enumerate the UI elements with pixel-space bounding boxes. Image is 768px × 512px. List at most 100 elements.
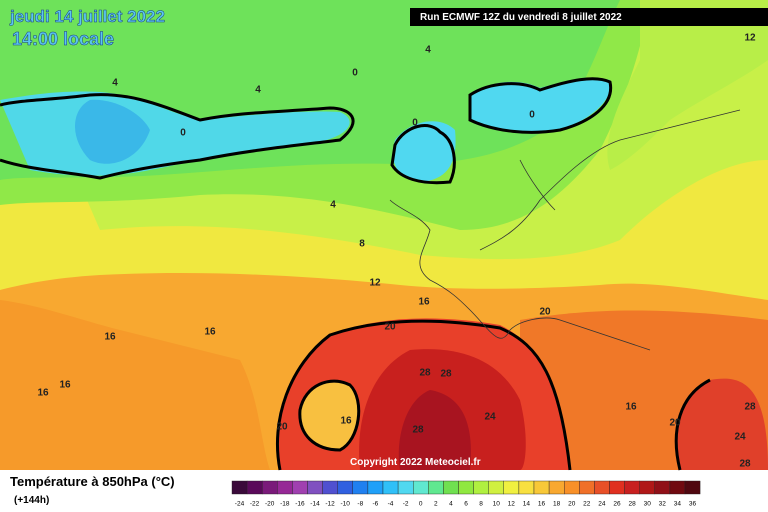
temperature-field (0, 0, 768, 470)
scale-swatch (367, 480, 384, 495)
contour-label: 16 (625, 402, 637, 413)
scale-swatch (624, 480, 640, 495)
contour-label: 20 (384, 322, 396, 333)
scale-label: 4 (449, 501, 453, 508)
scale-swatch (246, 480, 263, 495)
contour-label: 20 (539, 307, 551, 318)
run-info: Run ECMWF 12Z du vendredi 8 juillet 2022 (420, 12, 622, 23)
scale-label: 20 (568, 501, 576, 508)
date: jeudi 14 juillet 2022 (9, 7, 165, 26)
scale-swatch (684, 480, 701, 495)
legend-title: Température à 850hPa (°C) (10, 474, 175, 489)
scale-label: 26 (613, 501, 621, 508)
scale-swatch (337, 480, 354, 495)
scale-label: 8 (479, 501, 483, 508)
contour-label: 0 (412, 118, 418, 129)
scale-swatch (594, 480, 610, 495)
scale-swatch (262, 480, 278, 495)
scale-swatch (322, 480, 338, 495)
contour-label: 16 (204, 327, 216, 338)
color-scale: -24 -22 -20 -18 -16 -14 -12 -10 -8 -6 -4 -2 0 2 4 6 8 10 1… (231, 480, 701, 508)
scale-swatch (564, 480, 580, 495)
contour-label: 28 (412, 425, 424, 436)
contour-label: 16 (340, 416, 352, 427)
scale-swatch (654, 480, 671, 495)
scale-swatch (518, 480, 535, 495)
scale-label: -24 (235, 501, 245, 508)
scale-label: 18 (553, 501, 561, 508)
coastlines (389, 109, 741, 351)
scale-swatch (413, 480, 429, 495)
contour-label: 24 (484, 412, 496, 423)
contour-label: 28 (419, 368, 431, 379)
scale-swatch (307, 480, 323, 495)
scale-label: 22 (583, 501, 591, 508)
contour-label: 28 (744, 402, 756, 413)
contour-label: 28 (440, 369, 452, 380)
scale-label: 2 (434, 501, 438, 508)
scale-swatch (533, 480, 550, 495)
scale-label: 12 (508, 501, 516, 508)
run-banner (410, 8, 768, 26)
scale-label: -2 (403, 501, 409, 508)
contour-label: 24 (734, 432, 746, 443)
scale-label: 32 (659, 501, 667, 508)
contour-label: 20 (669, 418, 681, 429)
scale-label: -18 (280, 501, 290, 508)
contour-label: 12 (369, 278, 381, 289)
scale-label: 16 (538, 501, 546, 508)
scale-label: -8 (357, 501, 363, 508)
contour-label: 4 (330, 200, 336, 211)
scale-swatch (292, 480, 308, 495)
scale-swatch (231, 480, 248, 495)
scale-label: 36 (689, 501, 697, 508)
scale-swatch (428, 480, 444, 495)
copyright: Copyright 2022 Meteociel.fr (350, 457, 481, 468)
scale-swatch (669, 480, 686, 495)
scale-swatch (443, 480, 459, 495)
scale-label: -6 (373, 501, 379, 508)
scale-label: -4 (388, 501, 394, 508)
time: 14:00 locale (12, 29, 114, 49)
scale-label: -20 (265, 501, 275, 508)
scale-label: 28 (628, 501, 636, 508)
scale-swatch (609, 480, 625, 495)
contours (0, 77, 711, 471)
scale-swatch (397, 480, 414, 495)
scale-label: 10 (493, 501, 501, 508)
scale-label: 0 (419, 501, 423, 508)
scale-swatch (382, 480, 399, 495)
contour-label: 8 (359, 239, 365, 250)
scale-swatch (639, 480, 656, 495)
contour-label: 16 (37, 388, 49, 399)
scale-label: 24 (598, 501, 606, 508)
contour-label: 16 (104, 332, 116, 343)
contour-label: 16 (418, 297, 430, 308)
lead-time: (+144h) (14, 495, 49, 506)
scale-swatch (488, 480, 505, 495)
contour-labels: 4 4 0 4 12 0 0 0 4 8 12 16 20 20 16 16 16 16 28 28 16 20 24 28 1… (37, 33, 756, 470)
contour-label: 0 (352, 68, 358, 79)
scale-swatch (473, 480, 489, 495)
scale-label: 14 (523, 501, 531, 508)
contour-label: 4 (112, 78, 118, 89)
contour-label: 4 (425, 45, 431, 56)
scale-label: -12 (325, 501, 335, 508)
scale-label: 6 (464, 501, 468, 508)
contour-label: 12 (744, 33, 756, 44)
scale-swatch (352, 480, 369, 495)
scale-label: -14 (310, 501, 320, 508)
contour-label: 0 (180, 128, 186, 139)
scale-label: 34 (674, 501, 682, 508)
scale-swatch (548, 480, 565, 495)
scale-swatch (458, 480, 474, 495)
scale-label: -22 (250, 501, 260, 508)
contour-label: 4 (255, 85, 261, 96)
scale-label: 30 (644, 501, 652, 508)
scale-swatch (277, 480, 293, 495)
contour-label: 20 (276, 422, 288, 433)
scale-swatch (579, 480, 595, 495)
scale-label: -16 (295, 501, 305, 508)
contour-label: 28 (739, 459, 751, 470)
